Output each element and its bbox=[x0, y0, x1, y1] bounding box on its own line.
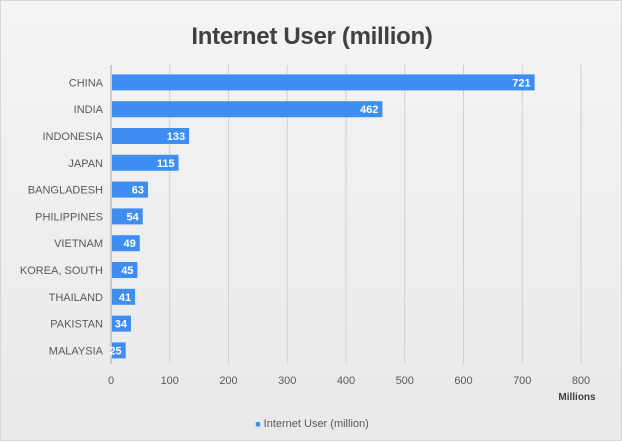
category-label: THAILAND bbox=[49, 292, 103, 304]
x-tick-label: 0 bbox=[108, 375, 114, 387]
data-label: 721 bbox=[512, 77, 530, 89]
data-label: 133 bbox=[167, 131, 185, 143]
bar bbox=[112, 208, 143, 225]
category-label: CHINA bbox=[69, 77, 104, 89]
bar bbox=[112, 181, 149, 198]
category-label: INDONESIA bbox=[42, 131, 103, 143]
data-label: 49 bbox=[124, 238, 136, 250]
bar bbox=[112, 74, 535, 91]
chart-legend: ■ Internet User (million) bbox=[1, 418, 622, 430]
data-label: 115 bbox=[157, 158, 175, 170]
data-label: 45 bbox=[121, 265, 133, 277]
data-label: 462 bbox=[360, 104, 378, 116]
x-tick-label: 800 bbox=[572, 375, 590, 387]
category-label: PHILIPPINES bbox=[35, 211, 103, 223]
legend-label: Internet User (million) bbox=[263, 418, 369, 430]
category-label: PAKISTAN bbox=[50, 319, 103, 331]
x-tick-label: 400 bbox=[337, 375, 355, 387]
x-tick-label: 700 bbox=[513, 375, 531, 387]
category-label: KOREA, SOUTH bbox=[20, 265, 103, 277]
category-label: INDIA bbox=[74, 104, 104, 116]
x-tick-label: 500 bbox=[396, 375, 414, 387]
category-label: VIETNAM bbox=[54, 238, 103, 250]
data-label: 34 bbox=[115, 319, 128, 331]
bar bbox=[112, 315, 131, 332]
category-label: BANGLADESH bbox=[28, 185, 103, 197]
data-label: 63 bbox=[132, 185, 144, 197]
bar bbox=[112, 288, 136, 305]
chart-title: Internet User (million) bbox=[191, 23, 433, 50]
data-label: 41 bbox=[119, 292, 131, 304]
bar bbox=[112, 154, 179, 171]
x-axis-title: Millions bbox=[558, 392, 596, 403]
category-label: MALAYSIA bbox=[49, 345, 104, 357]
bar bbox=[112, 235, 140, 252]
x-tick-label: 600 bbox=[454, 375, 472, 387]
x-tick-label: 300 bbox=[278, 375, 296, 387]
x-tick-label: 200 bbox=[219, 375, 237, 387]
data-label: 54 bbox=[126, 211, 139, 223]
x-tick-label: 100 bbox=[161, 375, 179, 387]
bar bbox=[112, 262, 138, 278]
bar bbox=[112, 101, 383, 118]
category-label: JAPAN bbox=[68, 158, 103, 170]
bar bbox=[112, 128, 190, 144]
legend-swatch-icon: ■ bbox=[255, 419, 261, 429]
bar bbox=[112, 342, 126, 359]
data-label: 25 bbox=[109, 345, 121, 357]
